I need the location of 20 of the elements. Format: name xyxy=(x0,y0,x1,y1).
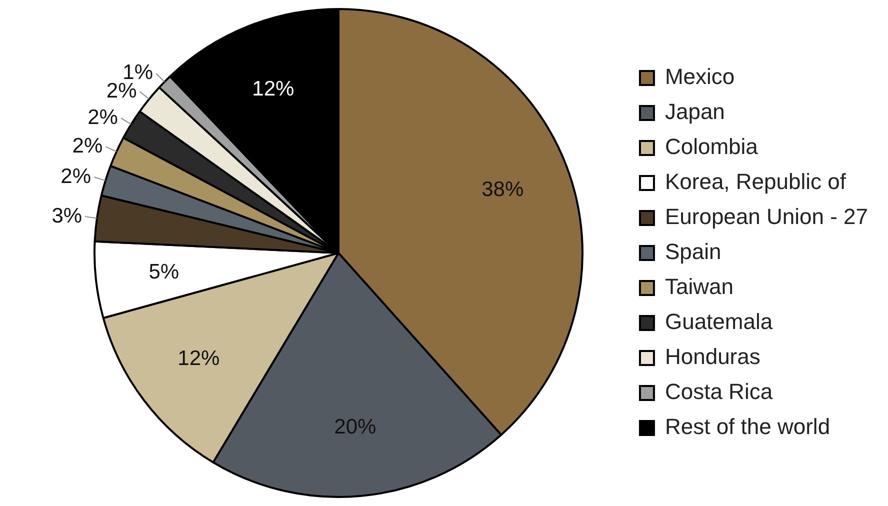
legend-label: Costa Rica xyxy=(664,379,774,404)
data-label: 38% xyxy=(482,178,524,202)
data-label: 12% xyxy=(178,347,220,370)
legend-label: Korea, Republic of xyxy=(664,169,847,194)
legend-label: Rest of the world xyxy=(664,414,830,440)
legend-label: European Union - 27 xyxy=(664,204,868,230)
legend-label: Spain xyxy=(664,239,722,264)
data-label: 5% xyxy=(148,260,180,284)
data-label: 2% xyxy=(88,106,118,129)
data-label: 2% xyxy=(72,134,103,158)
data-label: 12% xyxy=(252,78,294,101)
data-label: 20% xyxy=(334,416,376,439)
legend-label: Taiwan xyxy=(664,274,734,300)
legend-label: Japan xyxy=(664,99,725,124)
data-label: 3% xyxy=(52,204,82,228)
legend-label: Guatemala xyxy=(664,309,774,334)
legend-label: Mexico xyxy=(664,64,735,90)
data-label: 2% xyxy=(60,164,92,188)
legend-label: Honduras xyxy=(664,344,760,370)
legend-label: Colombia xyxy=(664,134,759,160)
